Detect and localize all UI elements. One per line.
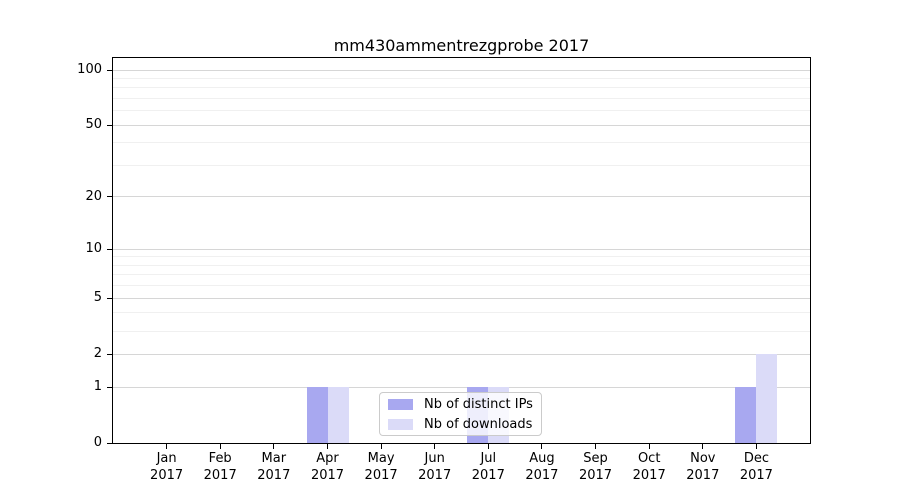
x-tick-label: Mar 2017 bbox=[242, 450, 306, 484]
y-tick-label: 1 bbox=[93, 379, 102, 394]
y-tick-mark bbox=[107, 442, 113, 444]
x-tick-mark bbox=[166, 444, 168, 449]
y-tick-mark bbox=[107, 297, 113, 299]
x-tick-year: 2017 bbox=[525, 468, 559, 483]
x-tick-label: Oct 2017 bbox=[617, 450, 681, 484]
x-tick-month: Sep bbox=[583, 451, 608, 466]
y-tick-label: 0 bbox=[93, 435, 102, 450]
x-tick-mark bbox=[648, 444, 650, 449]
x-tick-mark bbox=[595, 444, 596, 449]
x-tick-label: May 2017 bbox=[349, 450, 413, 484]
x-tick-month: Nov bbox=[690, 451, 716, 466]
x-tick-label: Jul 2017 bbox=[456, 450, 520, 484]
legend-label-distinct-ips: Nb of distinct IPs bbox=[424, 396, 533, 412]
x-tick-label: Nov 2017 bbox=[671, 450, 735, 484]
x-tick-month: Jul bbox=[480, 451, 497, 466]
x-tick-year: 2017 bbox=[418, 468, 452, 483]
y-tick-mark bbox=[107, 386, 113, 388]
y-tick-mark bbox=[107, 248, 113, 250]
plot-area bbox=[112, 57, 811, 444]
legend-swatch-downloads-icon bbox=[388, 418, 413, 430]
x-tick-month: Dec bbox=[743, 451, 769, 466]
gridline-minor bbox=[113, 312, 810, 314]
x-tick-month: Jun bbox=[424, 451, 445, 466]
x-tick-month: Jan bbox=[156, 451, 177, 466]
x-tick-label: Jan 2017 bbox=[135, 450, 199, 484]
x-tick-mark bbox=[380, 444, 382, 449]
gridline-minor bbox=[113, 256, 810, 258]
chart-title: mm430ammentrezgprobe 2017 bbox=[333, 36, 590, 55]
legend-swatch-distinct-ips-icon bbox=[388, 398, 413, 410]
gridline-major bbox=[113, 353, 810, 355]
y-tick-label: 20 bbox=[85, 188, 102, 204]
x-tick-month: Oct bbox=[637, 451, 661, 466]
x-tick-mark bbox=[541, 444, 543, 449]
x-tick-year: 2017 bbox=[257, 468, 291, 483]
x-tick-label: Sep 2017 bbox=[564, 450, 628, 484]
y-tick-label: 10 bbox=[85, 241, 102, 257]
gridline-minor bbox=[113, 77, 810, 79]
x-tick-mark bbox=[434, 444, 436, 449]
x-tick-month: Mar bbox=[261, 451, 287, 466]
x-tick-year: 2017 bbox=[578, 468, 613, 483]
gridline-minor bbox=[113, 165, 810, 166]
y-tick-label: 5 bbox=[93, 290, 102, 306]
x-tick-mark bbox=[487, 444, 489, 449]
x-tick-year: 2017 bbox=[739, 468, 773, 483]
gridline-minor bbox=[113, 110, 810, 112]
gridline-minor bbox=[113, 142, 810, 144]
x-tick-month: Aug bbox=[529, 451, 555, 466]
legend-item-distinct-ips: Nb of distinct IPs bbox=[388, 397, 533, 412]
x-tick-label: Jun 2017 bbox=[403, 450, 467, 484]
gridline-minor bbox=[113, 264, 810, 266]
y-tick-label: 50 bbox=[85, 117, 102, 133]
y-tick-mark bbox=[107, 69, 113, 71]
x-tick-label: Dec 2017 bbox=[724, 450, 788, 484]
bar-downloads-apr bbox=[327, 387, 349, 443]
x-tick-month: Feb bbox=[208, 451, 232, 466]
y-tick-mark bbox=[107, 124, 113, 126]
x-tick-mark bbox=[273, 444, 275, 449]
gridline-major bbox=[113, 196, 810, 198]
x-tick-year: 2017 bbox=[686, 468, 720, 483]
gridline-minor bbox=[113, 87, 810, 89]
gridline-major bbox=[113, 69, 810, 71]
gridline-minor bbox=[113, 330, 810, 332]
y-tick-label: 2 bbox=[93, 346, 102, 362]
x-tick-month: Apr bbox=[316, 451, 339, 466]
gridline-minor bbox=[113, 285, 810, 287]
x-tick-year: 2017 bbox=[310, 468, 345, 483]
gridline-major bbox=[113, 386, 810, 388]
x-tick-label: Aug 2017 bbox=[510, 450, 574, 484]
x-tick-month: May bbox=[367, 451, 395, 466]
x-tick-year: 2017 bbox=[150, 468, 184, 483]
y-tick-label: 100 bbox=[77, 62, 102, 77]
legend-item-downloads: Nb of downloads bbox=[388, 417, 533, 432]
x-tick-year: 2017 bbox=[203, 468, 237, 483]
legend-label-downloads: Nb of downloads bbox=[424, 416, 533, 432]
x-tick-year: 2017 bbox=[364, 468, 398, 483]
y-tick-mark bbox=[107, 353, 113, 355]
x-tick-mark bbox=[755, 444, 757, 449]
gridline-major bbox=[113, 124, 810, 126]
x-tick-label: Apr 2017 bbox=[296, 450, 360, 484]
x-tick-year: 2017 bbox=[632, 468, 666, 483]
bar-downloads-dec bbox=[756, 354, 778, 443]
gridline-major bbox=[113, 248, 810, 250]
gridline-minor bbox=[113, 98, 810, 99]
y-tick-mark bbox=[107, 196, 113, 198]
x-tick-mark bbox=[702, 444, 704, 449]
legend: Nb of distinct IPs Nb of downloads bbox=[379, 392, 542, 436]
gridline-major bbox=[113, 297, 810, 299]
x-tick-label: Feb 2017 bbox=[188, 450, 252, 484]
bar-ips-dec bbox=[735, 387, 757, 443]
x-tick-mark bbox=[219, 444, 221, 449]
x-tick-year: 2017 bbox=[471, 468, 505, 483]
gridline-minor bbox=[113, 274, 810, 276]
bar-ips-apr bbox=[306, 387, 328, 443]
x-tick-mark bbox=[327, 444, 328, 449]
